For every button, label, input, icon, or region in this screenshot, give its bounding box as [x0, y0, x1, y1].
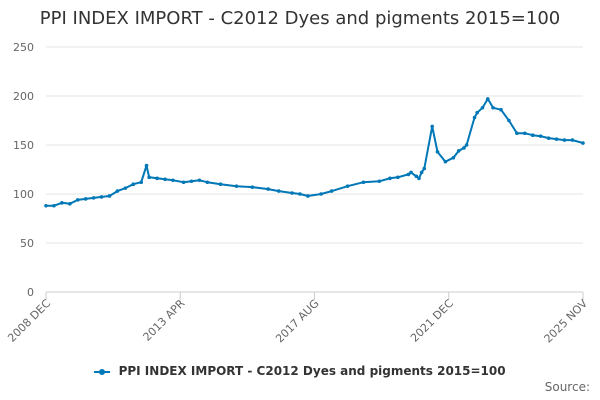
legend-label: PPI INDEX IMPORT - C2012 Dyes and pigmen… [118, 364, 506, 378]
data-point [276, 189, 281, 193]
y-tick-label: 0 [27, 286, 34, 299]
data-point [234, 184, 239, 188]
data-point [319, 192, 323, 196]
y-tick-label: 200 [13, 90, 34, 103]
data-point [345, 184, 350, 188]
data-point [218, 182, 223, 186]
data-point [115, 189, 120, 193]
data-point [499, 107, 503, 112]
data-point [414, 174, 419, 179]
data-point [406, 172, 411, 177]
data-point [60, 201, 64, 205]
data-point [491, 105, 495, 110]
y-tick-label: 50 [20, 237, 34, 250]
data-point [197, 178, 202, 183]
data-point [171, 178, 175, 183]
data-point [464, 143, 469, 147]
data-point [530, 133, 535, 137]
data-point [189, 179, 194, 184]
data-point [91, 196, 96, 200]
x-tick-label: 2025 NOV [542, 297, 591, 346]
data-point [329, 189, 334, 193]
data-point [554, 137, 559, 141]
data-point [562, 138, 567, 142]
data-point [546, 136, 551, 140]
data-point [147, 175, 151, 180]
data-point [361, 180, 366, 185]
data-point [435, 150, 440, 154]
data-point [205, 180, 210, 185]
x-tick-label: 2008 DEC [5, 297, 53, 345]
data-point [480, 105, 485, 110]
data-point [417, 176, 421, 181]
data-point [266, 187, 271, 191]
data-point [515, 131, 519, 136]
data-point [523, 131, 527, 136]
data-point [75, 198, 80, 202]
data-point [290, 191, 294, 195]
y-tick-label: 100 [13, 188, 34, 201]
y-tick-label: 250 [13, 41, 34, 54]
data-point [99, 195, 104, 199]
x-tick-label: 2021 DEC [408, 297, 456, 345]
data-point [456, 149, 461, 153]
data-point [430, 124, 435, 129]
legend-marker-icon [94, 367, 111, 377]
data-point [507, 118, 511, 123]
x-tick-label: 2017 AUG [273, 297, 322, 346]
data-point [472, 115, 477, 120]
data-point [68, 202, 72, 206]
data-point [155, 176, 159, 181]
chart-title: PPI INDEX IMPORT - C2012 Dyes and pigmen… [39, 8, 561, 29]
series-line [45, 97, 584, 207]
data-point [475, 110, 479, 115]
data-point [485, 97, 490, 101]
y-tick-label: 150 [13, 139, 34, 152]
data-point [181, 180, 186, 185]
data-point [83, 197, 88, 201]
data-point [163, 177, 167, 182]
data-point [139, 180, 144, 185]
data-point [581, 141, 585, 145]
data-point [123, 186, 128, 190]
data-point [396, 175, 400, 180]
data-point [388, 176, 392, 181]
data-point [44, 203, 48, 208]
data-point [107, 194, 112, 198]
source-label: Source: [544, 380, 590, 394]
chart-legend[interactable]: PPI INDEX IMPORT - C2012 Dyes and pigmen… [0, 364, 600, 378]
data-point [52, 203, 56, 208]
data-point [422, 166, 427, 171]
data-point [443, 159, 448, 164]
data-point [409, 170, 413, 175]
data-point [462, 146, 466, 150]
data-point [419, 170, 424, 175]
data-point [538, 134, 543, 138]
data-point [298, 192, 302, 196]
data-point [306, 194, 310, 198]
data-point [570, 138, 575, 142]
data-point [131, 182, 136, 186]
x-tick-label: 2013 APR [140, 297, 187, 344]
data-point [377, 179, 382, 184]
data-point [250, 185, 255, 189]
data-point [144, 163, 149, 168]
data-point [451, 155, 456, 160]
